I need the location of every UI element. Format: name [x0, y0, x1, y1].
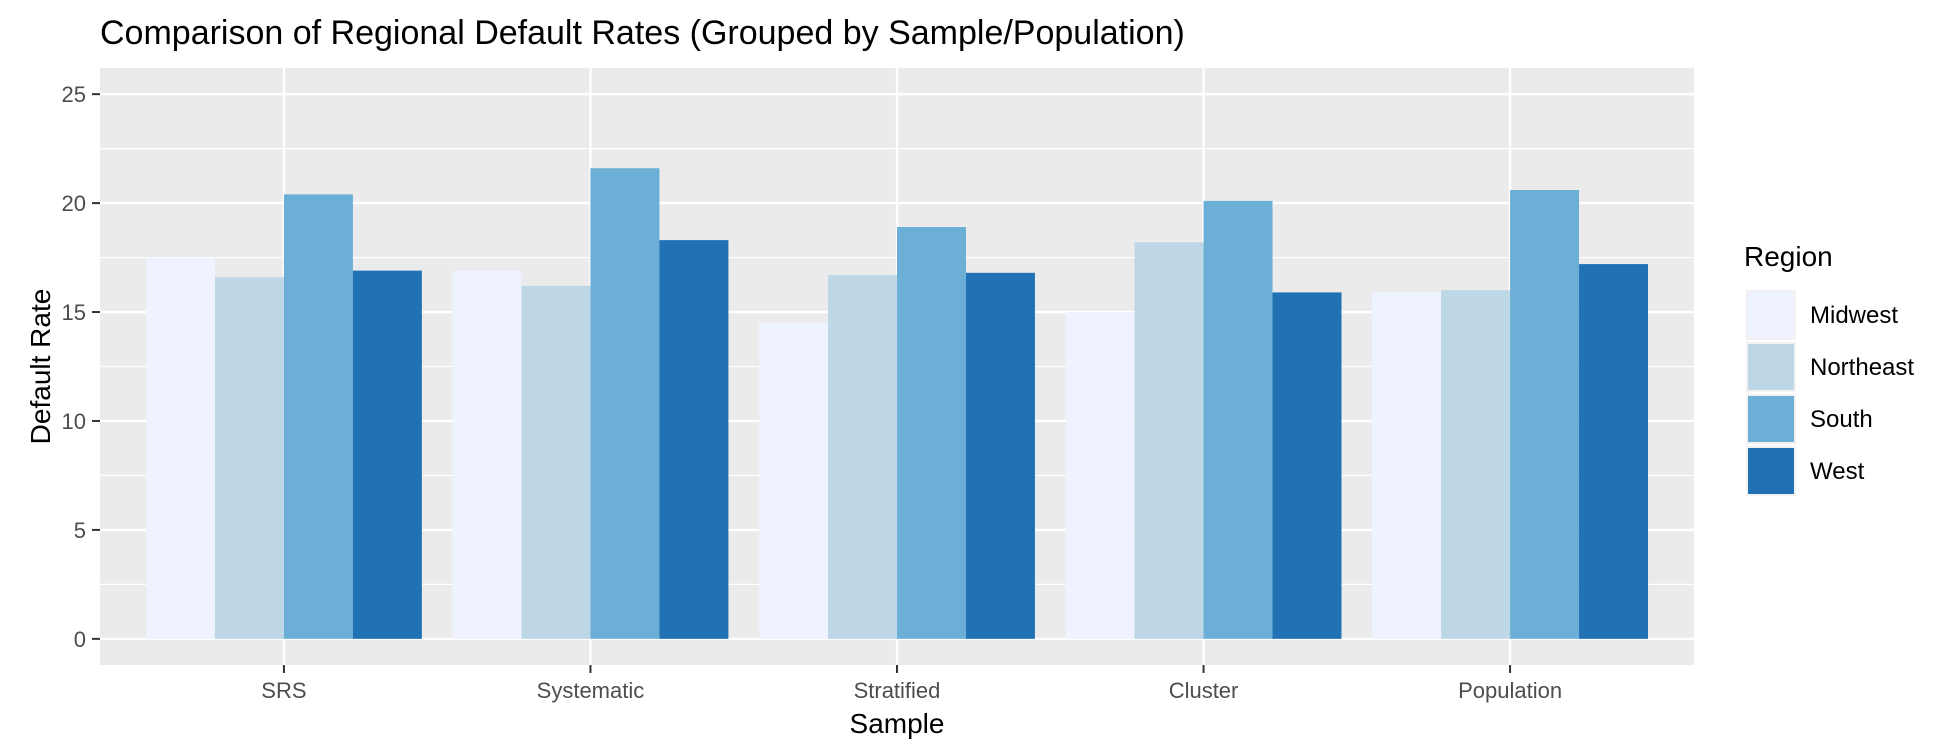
bars	[145, 168, 1649, 639]
bar-south-stratified	[897, 227, 966, 639]
y-tick-label: 10	[62, 409, 86, 434]
bar-south-srs	[283, 194, 353, 639]
y-tick-label: 0	[74, 627, 86, 652]
x-tick-label: Systematic	[537, 678, 645, 703]
legend-swatch-south	[1748, 396, 1794, 442]
legend-label-northeast: Northeast	[1810, 354, 1914, 381]
x-tick-label: Cluster	[1169, 678, 1239, 703]
x-tick-label: Stratified	[854, 678, 941, 703]
bar-midwest-cluster	[1065, 312, 1135, 639]
x-tick-label: Population	[1458, 678, 1562, 703]
legend-label-south: South	[1810, 406, 1873, 433]
bar-west-srs	[352, 270, 422, 639]
bar-west-cluster	[1272, 292, 1342, 639]
y-axis-title: Default Rate	[25, 289, 56, 445]
bar-south-cluster	[1203, 200, 1273, 639]
bar-northeast-cluster	[1134, 242, 1204, 639]
bar-northeast-srs	[214, 277, 284, 639]
bar-west-systematic	[659, 240, 729, 639]
x-tick-label: SRS	[261, 678, 306, 703]
bar-northeast-population	[1441, 290, 1511, 639]
bar-west-population	[1579, 264, 1649, 639]
bar-northeast-stratified	[828, 274, 897, 639]
bar-northeast-systematic	[521, 285, 591, 639]
legend-swatch-west	[1748, 448, 1794, 494]
chart-title: Comparison of Regional Default Rates (Gr…	[100, 14, 1185, 52]
x-axis: SRS Systematic Stratified Cluster Population	[261, 665, 1562, 703]
x-axis-title: Sample	[850, 708, 945, 739]
legend-swatch-northeast	[1748, 344, 1794, 390]
bar-midwest-stratified	[759, 322, 829, 639]
bar-south-population	[1510, 190, 1580, 639]
y-tick-label: 5	[74, 518, 86, 543]
legend-label-midwest: Midwest	[1810, 302, 1898, 329]
bar-midwest-population	[1372, 292, 1442, 639]
y-axis: 0 5 10 15 20 25	[62, 82, 100, 652]
legend: Region Midwest Northeast South West	[1744, 241, 1914, 496]
legend-title: Region	[1744, 241, 1833, 272]
bar-south-systematic	[590, 168, 660, 639]
bar-midwest-systematic	[452, 270, 522, 639]
bar-west-stratified	[965, 272, 1035, 639]
y-tick-label: 25	[62, 82, 86, 107]
y-tick-label: 15	[62, 300, 86, 325]
legend-swatch-midwest	[1748, 292, 1794, 338]
bar-midwest-srs	[145, 257, 215, 639]
legend-label-west: West	[1810, 458, 1865, 485]
y-tick-label: 20	[62, 191, 86, 216]
